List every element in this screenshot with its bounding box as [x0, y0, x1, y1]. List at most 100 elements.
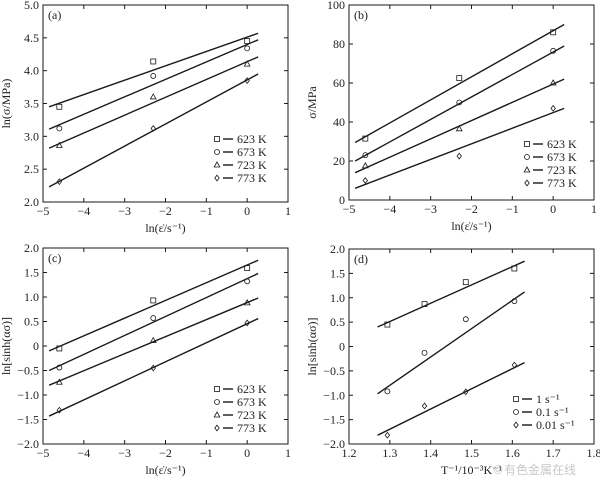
x-axis-label: ln(ε̇/s⁻¹): [451, 219, 491, 233]
series-0.1-s⁻¹: [377, 291, 525, 395]
x-tick-label: −5: [343, 202, 356, 216]
series-0.01-s⁻¹: [377, 361, 525, 439]
legend-marker: [214, 174, 220, 182]
legend-marker: [513, 421, 519, 429]
data-point: [243, 60, 251, 67]
x-tick-label: −3: [118, 446, 131, 460]
x-tick-label: −1: [200, 204, 213, 218]
x-tick-label: 0: [550, 202, 556, 216]
y-tick-label: 40: [333, 115, 345, 129]
legend-marker: [513, 409, 519, 415]
panel-b: −5 −4 −3 −2 −1 0 1020406080100ln(ε̇/s⁻¹)σ/MPa(…: [305, 0, 597, 233]
data-point: [362, 135, 369, 142]
legend-marker: [524, 154, 530, 160]
x-tick-label: −5: [37, 204, 50, 218]
fit-line: [377, 291, 525, 395]
panel-a: −5 −4 −3 −2 −1 0 1 2.0 2.5 3.0 3.5 4.0 4.5 5.0 ln(ε̇/s…: [0, 0, 291, 235]
data-point: [550, 47, 557, 54]
legend-label: 723 K: [237, 408, 267, 422]
x-tick-label: 0: [244, 204, 250, 218]
series-623-K: [354, 23, 565, 144]
data-point: [362, 177, 369, 184]
data-point: [244, 278, 251, 285]
y-tick-label: −0.5: [17, 364, 39, 378]
legend-marker: [213, 411, 221, 418]
y-tick-label: −1.0: [323, 388, 345, 402]
y-tick-label: 4.0: [24, 64, 39, 78]
series-773-K: [48, 73, 259, 188]
x-axis-label: ln(ε̇/s⁻¹): [145, 463, 185, 477]
y-tick-label: 1.5: [24, 266, 39, 280]
fit-line: [48, 39, 259, 130]
y-tick-label: 2.0: [24, 241, 39, 255]
data-point: [56, 364, 63, 371]
y-tick-label: −2.0: [323, 437, 345, 451]
data-point: [384, 388, 391, 395]
fit-line: [354, 23, 565, 144]
series-623-K: [48, 32, 259, 110]
x-axis-label: ln(ε̇/s⁻¹): [145, 221, 185, 235]
x-tick-label: 1: [591, 202, 597, 216]
x-tick-label: −2: [465, 202, 478, 216]
x-tick-label: 1: [285, 204, 291, 218]
data-point: [55, 378, 63, 385]
x-tick-label: 1.5: [464, 446, 479, 460]
data-point: [511, 361, 518, 369]
legend-marker: [513, 396, 519, 402]
data-point: [56, 125, 63, 132]
series-773-K: [354, 104, 565, 189]
x-tick-label: −5: [37, 446, 50, 460]
data-point: [456, 152, 462, 160]
data-point: [456, 99, 463, 106]
fit-line: [48, 32, 259, 108]
x-tick-label: 1.3: [382, 446, 397, 460]
data-point: [463, 388, 469, 396]
data-point: [550, 29, 557, 36]
legend-label: 623 K: [237, 382, 267, 396]
legend-marker: [214, 399, 220, 405]
legend-label: 623 K: [547, 137, 577, 151]
x-tick-label: −2: [159, 446, 172, 460]
x-tick-label: −3: [424, 202, 437, 216]
data-point: [421, 349, 428, 356]
legend-label: 673 K: [237, 395, 267, 409]
y-axis-label: ln(σ/MPa): [0, 79, 13, 129]
series-723-K: [48, 56, 259, 149]
fit-line: [354, 107, 565, 189]
legend-label: 723 K: [237, 158, 267, 172]
data-point: [384, 431, 391, 439]
x-tick-label: 1.6: [505, 446, 520, 460]
x-tick-label: −4: [383, 202, 396, 216]
y-tick-label: −1.0: [17, 388, 39, 402]
series-773-K: [48, 317, 259, 417]
data-point: [421, 301, 428, 307]
y-tick-label: 0.5: [330, 315, 345, 329]
legend-label: 1 s⁻¹: [536, 392, 560, 406]
data-point: [56, 406, 63, 414]
y-axis-label: ln[sinh(ασ)]: [305, 317, 319, 375]
legend-label: 773 K: [547, 176, 577, 190]
legend-label: 673 K: [237, 145, 267, 159]
data-point: [455, 125, 463, 132]
y-tick-label: 5.0: [24, 0, 39, 12]
y-tick-label: 0: [33, 339, 39, 353]
data-point: [150, 73, 157, 79]
y-tick-label: 2.0: [330, 242, 345, 256]
data-point: [511, 298, 518, 305]
panel-d: 1.2 1.3 1.4 1.5 1.6 1.7 1.8 −2.0 −1.5 −1.0 −0.5 0 0.…: [305, 242, 600, 477]
data-point: [56, 345, 63, 352]
y-tick-label: 4.5: [24, 31, 39, 45]
data-point: [244, 77, 250, 84]
data-point: [362, 152, 369, 159]
legend-marker: [524, 141, 530, 147]
fit-line: [377, 361, 525, 436]
data-point: [56, 103, 63, 110]
x-tick-label: 0: [244, 446, 250, 460]
legend-marker: [213, 161, 221, 168]
y-axis-label: σ/MPa: [305, 86, 319, 119]
y-tick-label: 100: [327, 0, 345, 12]
x-tick-label: −4: [77, 446, 90, 460]
legend-label: 673 K: [547, 150, 577, 164]
x-tick-label: 1.8: [587, 446, 600, 460]
